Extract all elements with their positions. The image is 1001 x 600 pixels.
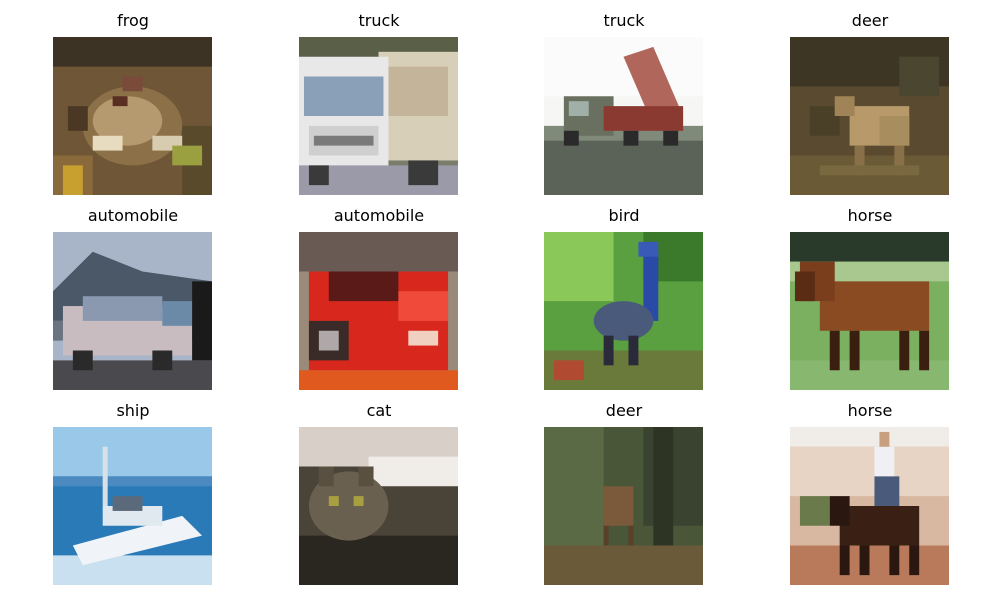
image-title: deer	[851, 11, 889, 30]
image-title: ship	[116, 401, 150, 420]
horse-image	[790, 232, 949, 390]
image-title: truck	[358, 11, 400, 30]
image-title: automobile	[333, 206, 425, 225]
image-title: horse	[847, 401, 893, 420]
image-title: cat	[366, 401, 392, 420]
dump-truck-image	[544, 37, 703, 195]
silver-car-image	[53, 232, 212, 390]
image-title: bird	[608, 206, 640, 225]
frog-image	[53, 37, 212, 195]
ship-image	[53, 427, 212, 585]
image-title: horse	[847, 206, 893, 225]
image-title: truck	[603, 11, 645, 30]
bird-image	[544, 232, 703, 390]
red-car-image	[299, 232, 458, 390]
horse-rider-image	[790, 427, 949, 585]
deer-image	[790, 37, 949, 195]
image-title: deer	[605, 401, 643, 420]
image-title: frog	[117, 11, 149, 30]
cat-image	[299, 427, 458, 585]
deer-forest-image	[544, 427, 703, 585]
truck-image	[299, 37, 458, 195]
image-title: automobile	[87, 206, 179, 225]
